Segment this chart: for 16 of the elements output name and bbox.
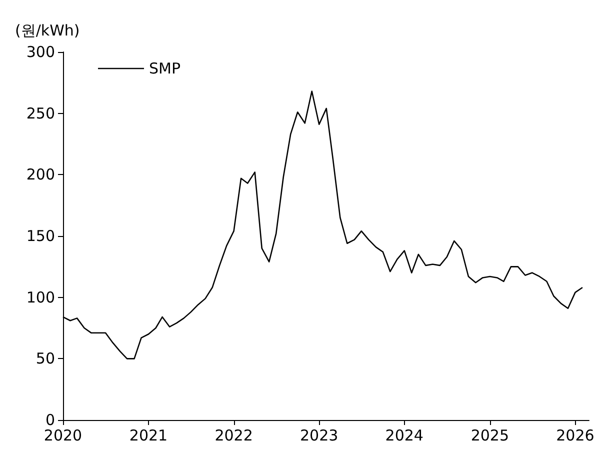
x-tick-label: 2023 xyxy=(300,426,338,444)
y-axis-title: (원/kWh) xyxy=(15,22,80,40)
y-tick-label: 50 xyxy=(36,350,55,368)
y-tick-label: 150 xyxy=(26,227,55,245)
y-tick-label: 200 xyxy=(26,166,55,184)
y-tick-label: 300 xyxy=(26,43,55,61)
x-tick-label: 2022 xyxy=(214,426,253,444)
x-tick-label: 2020 xyxy=(44,426,82,444)
y-tick-label: 250 xyxy=(26,104,55,122)
x-tick-label: 2024 xyxy=(385,426,424,444)
legend-label: SMP xyxy=(149,60,181,78)
x-tick-label: 2025 xyxy=(470,426,510,444)
x-tick-label: 2021 xyxy=(129,426,168,444)
y-tick-label: 0 xyxy=(45,411,55,429)
x-tick-label: 2026 xyxy=(556,426,594,444)
y-tick-label: 100 xyxy=(26,288,55,306)
